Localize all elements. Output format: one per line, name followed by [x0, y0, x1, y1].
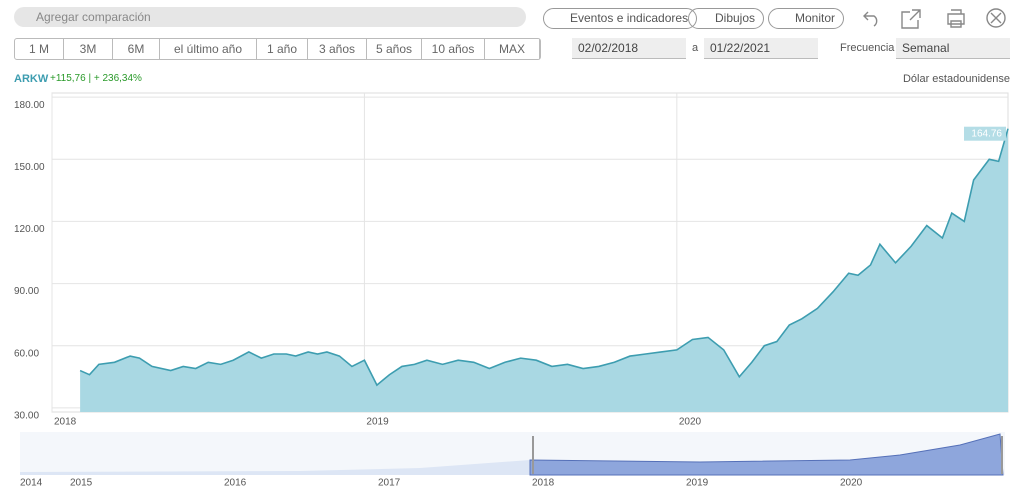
range-button[interactable]: 1 M [15, 39, 64, 59]
y-tick-label: 120.00 [14, 224, 45, 235]
range-button[interactable]: 6M [113, 39, 160, 59]
navigator-year: 2016 [224, 478, 247, 489]
frequency-select[interactable]: Semanal [896, 38, 1010, 59]
close-x [990, 12, 1002, 24]
date-separator: a [692, 42, 699, 54]
navigator-selected-area [529, 433, 1004, 476]
date-to[interactable]: 01/22/2021 [704, 38, 818, 59]
last-value-box [964, 126, 1006, 141]
y-tick-label: 180.00 [14, 100, 45, 111]
navigator [20, 432, 1005, 476]
drawings-button[interactable]: Dibujos [688, 8, 765, 29]
x-tick-label: 2018 [54, 417, 77, 428]
close-icon[interactable] [986, 8, 1006, 28]
legend-ticker: ARKW [14, 73, 49, 85]
toolbar-icons [863, 8, 1006, 29]
range-selector: 1 M 3M 6M el último año 1 año 3 años 5 años 10 … [14, 38, 541, 60]
currency-text: Dólar estadounidense [902, 73, 1010, 85]
navigator-handles[interactable] [532, 436, 1003, 474]
navigator-year: 2015 [70, 478, 93, 489]
x-tick-label: 2020 [679, 417, 702, 428]
change-text: +115,76 | + 236,34% [50, 73, 142, 84]
navigator-year: 2017 [378, 478, 401, 489]
navigator-year: 2018 [532, 478, 555, 489]
range-button[interactable]: 3M [64, 39, 113, 59]
range-button[interactable]: MAX [485, 39, 540, 59]
range-button[interactable]: 5 años [367, 39, 422, 59]
y-tick-label: 30.00 [14, 410, 39, 421]
date-from[interactable]: 02/02/2018 [572, 38, 686, 59]
area-fill [80, 128, 1008, 412]
range-button[interactable]: el último año [160, 39, 257, 59]
x-tick-label: 2019 [366, 417, 389, 428]
navigator-year: 2014 [20, 478, 43, 489]
range-button[interactable]: 1 año [257, 39, 308, 59]
frequency-label: Frecuencia [840, 42, 895, 54]
range-button[interactable]: 3 años [308, 39, 367, 59]
line [79, 128, 1009, 387]
print-icon[interactable] [947, 9, 965, 28]
monitor-button[interactable]: Monitor [768, 8, 845, 29]
y-tick-label: 150.00 [14, 162, 45, 173]
last-value-label: 164.76 [971, 128, 1002, 139]
search-box[interactable]: Agregar comparación [14, 7, 526, 27]
search-placeholder: Agregar comparación [36, 10, 151, 24]
navigator-year: 2019 [686, 478, 709, 489]
y-tick-label: 90.00 [14, 286, 39, 297]
range-button[interactable]: 10 años [422, 39, 485, 59]
navigator-year: 2020 [840, 478, 863, 489]
popout-icon[interactable] [901, 9, 921, 29]
navigator-area [20, 460, 530, 475]
y-tick-label: 60.00 [14, 348, 39, 359]
undo-icon[interactable] [863, 11, 878, 27]
